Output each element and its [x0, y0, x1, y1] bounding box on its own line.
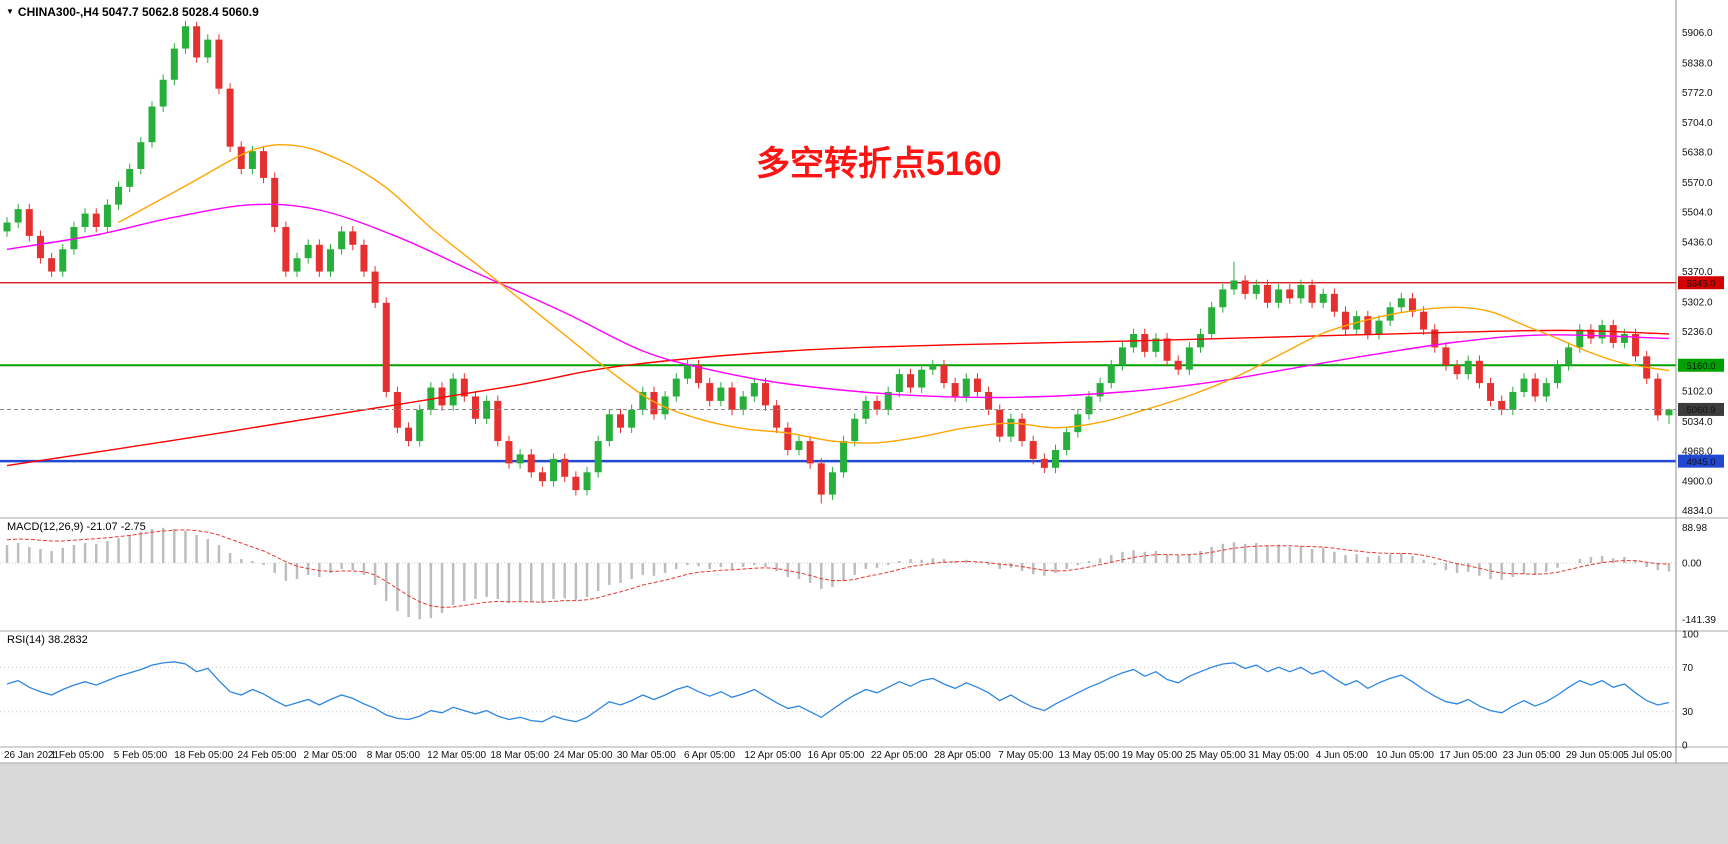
svg-text:5236.0: 5236.0 — [1682, 327, 1713, 338]
ma-long-red — [6, 329, 1670, 467]
svg-text:5906.0: 5906.0 — [1682, 28, 1713, 39]
rsi-indicator-label: RSI(14) 38.2832 — [7, 634, 88, 646]
svg-text:100: 100 — [1682, 630, 1699, 641]
symbol-dropdown-icon[interactable]: ▼ — [6, 7, 14, 16]
svg-text:4900.0: 4900.0 — [1682, 477, 1713, 488]
time-axis-label: 16 Apr 05:00 — [808, 750, 865, 761]
time-axis-label: 12 Mar 05:00 — [427, 750, 486, 761]
time-axis-label: 4 Jun 05:00 — [1316, 750, 1369, 761]
time-axis-label: 19 May 05:00 — [1122, 750, 1183, 761]
time-axis-label: 5 Feb 05:00 — [114, 750, 168, 761]
svg-text:5102.0: 5102.0 — [1682, 387, 1713, 398]
time-axis-label: 25 May 05:00 — [1185, 750, 1246, 761]
svg-text:5436.0: 5436.0 — [1682, 238, 1713, 249]
time-axis-label: 29 Jun 05:00 — [1566, 750, 1624, 761]
svg-text:5160.0: 5160.0 — [1686, 361, 1715, 372]
svg-text:30: 30 — [1682, 707, 1694, 718]
svg-text:88.98: 88.98 — [1682, 523, 1707, 534]
svg-text:70: 70 — [1682, 663, 1694, 674]
svg-text:4834.0: 4834.0 — [1682, 506, 1713, 517]
pane-separators — [0, 517, 1728, 764]
bottom-empty-area — [0, 763, 1728, 844]
symbol-quote-text: CHINA300-,H4 5047.7 5062.8 5028.4 5060.9 — [17, 5, 259, 19]
price-badge — [1678, 402, 1724, 416]
svg-text:5034.0: 5034.0 — [1682, 417, 1713, 428]
time-axis-label: 18 Feb 05:00 — [174, 750, 233, 761]
svg-text:5370.0: 5370.0 — [1682, 267, 1713, 278]
ma-slow-magenta — [6, 203, 1670, 399]
chart-annotation: 多空转折点5160 — [756, 145, 1002, 183]
time-axis-label: 24 Feb 05:00 — [237, 750, 296, 761]
svg-text:5302.0: 5302.0 — [1682, 297, 1713, 308]
rsi-line — [6, 661, 1670, 723]
svg-text:5772.0: 5772.0 — [1682, 88, 1713, 99]
time-axis-label: 6 Apr 05:00 — [684, 750, 736, 761]
price-axis[interactable]: 5906.0 5838.0 5772.0 5704.0 5638.0 5570.0 5504… — [1675, 0, 1724, 763]
time-axis-label: 10 Jun 05:00 — [1376, 750, 1434, 761]
price-badge — [1678, 454, 1724, 468]
macd-signal-line — [6, 529, 1670, 608]
time-axis-label: 23 Jun 05:00 — [1503, 750, 1561, 761]
svg-text:5060.9: 5060.9 — [1686, 405, 1715, 416]
candlesticks[interactable] — [3, 20, 1673, 504]
svg-text:5570.0: 5570.0 — [1682, 178, 1713, 189]
moving-averages — [6, 143, 1670, 467]
time-axis-label: 31 May 05:00 — [1248, 750, 1309, 761]
time-axis-label: 5 Jul 05:00 — [1623, 750, 1672, 761]
ma-mid-orange — [118, 143, 1670, 444]
time-axis-label: 2 Mar 05:00 — [303, 750, 357, 761]
time-axis-label: 22 Apr 05:00 — [871, 750, 928, 761]
svg-text:5504.0: 5504.0 — [1682, 207, 1713, 218]
time-axis-label: 12 Apr 05:00 — [744, 750, 801, 761]
macd-indicator-label: MACD(12,26,9) -21.07 -2.75 — [7, 521, 146, 533]
svg-text:5838.0: 5838.0 — [1682, 58, 1713, 69]
time-axis-label: 13 May 05:00 — [1059, 750, 1120, 761]
time-axis-label: 30 Mar 05:00 — [617, 750, 676, 761]
time-axis-label: 7 May 05:00 — [998, 750, 1053, 761]
horizontal-level-lines — [0, 282, 1676, 463]
svg-text:5345.0: 5345.0 — [1686, 279, 1715, 290]
price-badge — [1678, 276, 1724, 290]
time-axis-label: 24 Mar 05:00 — [554, 750, 613, 761]
price-badge — [1678, 358, 1724, 372]
svg-text:0.00: 0.00 — [1682, 559, 1702, 570]
svg-text:4945.0: 4945.0 — [1686, 457, 1715, 468]
rsi-pane — [0, 661, 1676, 723]
svg-text:0: 0 — [1682, 741, 1688, 752]
time-axis-label: 8 Mar 05:00 — [367, 750, 421, 761]
time-axis-label: 17 Jun 05:00 — [1439, 750, 1497, 761]
macd-pane — [0, 527, 1676, 620]
symbol-quote-bar: ▼ CHINA300-,H4 5047.7 5062.8 5028.4 5060.… — [6, 5, 259, 19]
time-axis-label: 28 Apr 05:00 — [934, 750, 991, 761]
svg-text:5704.0: 5704.0 — [1682, 118, 1713, 129]
time-axis-label: 18 Mar 05:00 — [490, 750, 549, 761]
svg-text:-141.39: -141.39 — [1682, 615, 1716, 626]
svg-text:5638.0: 5638.0 — [1682, 148, 1713, 159]
time-axis-label: 1 Feb 05:00 — [51, 750, 105, 761]
svg-text:4968.0: 4968.0 — [1682, 446, 1713, 457]
time-axis-label: 26 Jan 2021 — [4, 750, 59, 761]
